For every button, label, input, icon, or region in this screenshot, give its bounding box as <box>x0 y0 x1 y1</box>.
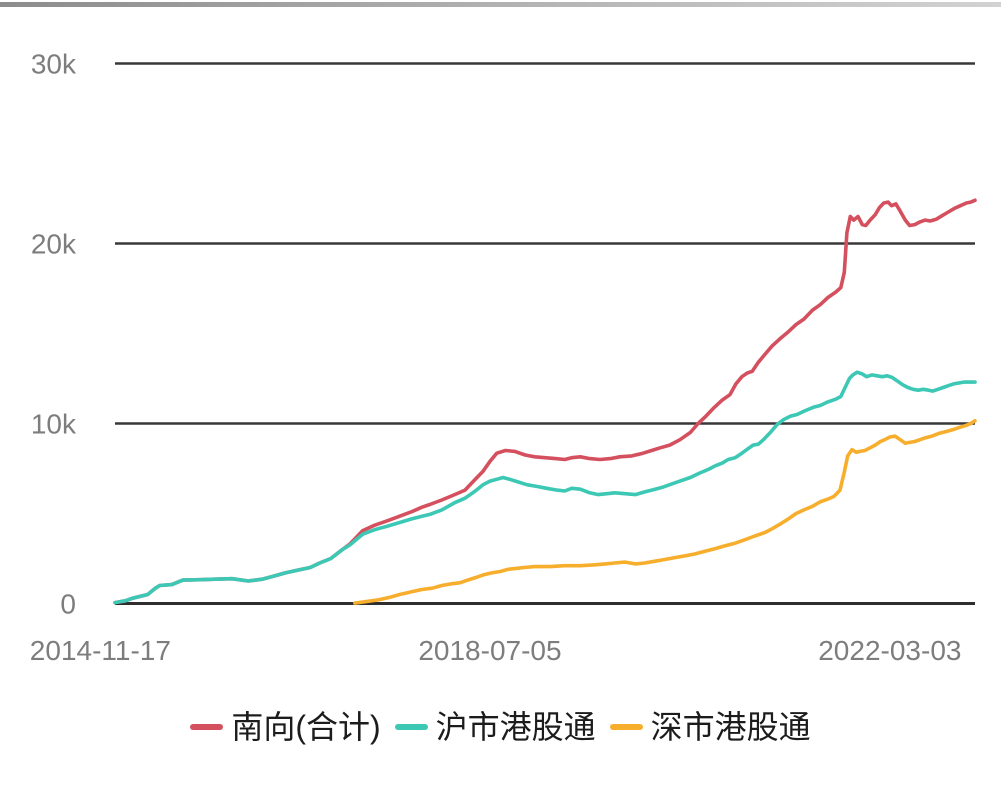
line-sh-hk-connect[interactable] <box>113 370 977 605</box>
legend-item-southbound-total[interactable]: 南向(合计) <box>190 708 381 746</box>
x-tick-label: 2018-07-05 <box>418 635 561 666</box>
y-tick-label: 10k <box>31 409 77 440</box>
legend: 南向(合计) 沪市港股通 深市港股通 <box>0 708 1001 746</box>
legend-label: 深市港股通 <box>650 709 811 745</box>
legend-marker-sh-icon <box>394 724 428 731</box>
y-tick-label: 30k <box>31 49 77 80</box>
legend-item-sh-hk-connect[interactable]: 沪市港股通 <box>394 708 596 746</box>
x-tick-label: 2022-03-03 <box>818 635 961 666</box>
line-sz-hk-connect[interactable] <box>353 418 977 605</box>
legend-item-sz-hk-connect[interactable]: 深市港股通 <box>609 708 811 746</box>
line-southbound-total[interactable] <box>113 198 977 605</box>
legend-label: 沪市港股通 <box>435 709 596 745</box>
y-tick-label: 0 <box>60 589 76 620</box>
legend-label: 南向(合计) <box>231 709 381 745</box>
legend-marker-sz-icon <box>609 724 643 731</box>
x-tick-label: 2014-11-17 <box>30 635 171 666</box>
top-divider <box>0 2 1001 7</box>
legend-marker-southbound-icon <box>190 724 224 731</box>
y-tick-label: 20k <box>31 229 77 260</box>
